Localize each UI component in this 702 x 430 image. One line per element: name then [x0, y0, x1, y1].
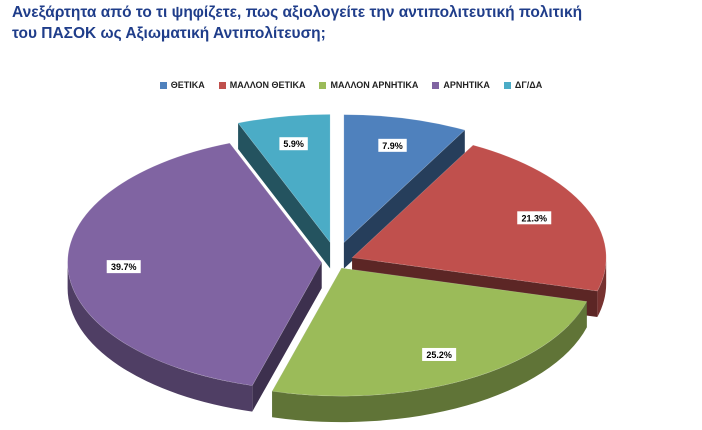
- data-label-bg-1: [517, 211, 552, 225]
- data-label-bg-3: [106, 260, 141, 274]
- pie-outer-wall-1: [597, 257, 607, 318]
- data-label-text-0: 7.9%: [382, 141, 403, 151]
- data-label-4: 5.9%: [279, 137, 308, 151]
- pie-data-labels: 7.9% 21.3% 25.2% 39.7% 5.9%: [106, 137, 552, 361]
- legend-label-3: ΑΡΝΗΤΙΚΑ: [443, 80, 490, 90]
- pie-outer-wall-3: [67, 262, 253, 412]
- data-label-0: 7.9%: [378, 138, 407, 152]
- legend-swatch-3: [432, 81, 440, 89]
- legend-item-3: ΑΡΝΗΤΙΚΑ: [432, 80, 490, 90]
- pie-wall-3-0: [252, 262, 322, 412]
- legend-label-0: ΘΕΤΙΚΑ: [170, 80, 205, 90]
- chart-title-line-2: του ΠΑΣΟΚ ως Αξιωματική Αντιπολίτευση;: [12, 25, 326, 42]
- pie-wall-4-0: [238, 123, 331, 269]
- data-label-text-3: 39.7%: [111, 262, 137, 272]
- legend-item-1: ΜΑΛΛΟΝ ΘΕΤΙΚΑ: [218, 80, 306, 90]
- chart-legend: ΘΕΤΙΚΑ ΜΑΛΛΟΝ ΘΕΤΙΚΑ ΜΑΛΛΟΝ ΑΡΝΗΤΙΚΑ ΑΡΝΗΤΙ…: [0, 80, 702, 90]
- pie-top-faces: [67, 114, 607, 397]
- pie-wall-0-1: [343, 130, 465, 269]
- legend-item-0: ΘΕΤΙΚΑ: [159, 80, 205, 90]
- legend-swatch-2: [319, 81, 327, 89]
- data-label-1: 21.3%: [517, 211, 552, 225]
- pie-slice-αρνητικα: [67, 142, 322, 386]
- data-label-text-2: 25.2%: [426, 350, 452, 360]
- data-label-bg-0: [378, 138, 407, 152]
- legend-swatch-4: [503, 81, 511, 89]
- legend-swatch-1: [218, 81, 226, 89]
- legend-item-4: ΔΓ/ΔΑ: [503, 80, 543, 90]
- legend-item-2: ΜΑΛΛΟΝ ΑΡΝΗΤΙΚΑ: [319, 80, 418, 90]
- chart-title-line-1: Ανεξάρτητα από το τι ψηφίζετε, πως αξιολ…: [12, 4, 583, 21]
- legend-label-4: ΔΓ/ΔΑ: [514, 80, 543, 90]
- data-label-bg-4: [279, 137, 308, 151]
- pie-outer-wall-2: [272, 301, 587, 423]
- pie-slice-θετικα: [343, 114, 466, 244]
- data-label-3: 39.7%: [106, 260, 141, 274]
- data-label-2: 25.2%: [422, 347, 457, 361]
- chart-title: Ανεξάρτητα από το τι ψηφίζετε, πως αξιολ…: [12, 2, 692, 44]
- legend-label-2: ΜΑΛΛΟΝ ΑΡΝΗΤΙΚΑ: [330, 80, 419, 90]
- pie-slice-μαλλον-θετικα: [351, 144, 607, 292]
- data-label-bg-2: [422, 347, 457, 361]
- legend-swatch-0: [159, 81, 167, 89]
- data-label-text-4: 5.9%: [283, 139, 304, 149]
- data-label-text-1: 21.3%: [521, 213, 547, 223]
- legend-label-1: ΜΑΛΛΟΝ ΘΕΤΙΚΑ: [229, 80, 306, 90]
- pie-slice-μαλλον-αρνητικα: [271, 267, 588, 397]
